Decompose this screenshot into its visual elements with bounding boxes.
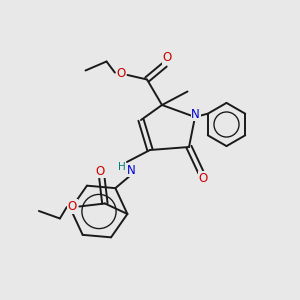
Text: O: O (163, 51, 172, 64)
Text: O: O (96, 165, 105, 178)
Text: H: H (118, 161, 125, 172)
Text: O: O (199, 172, 208, 185)
Text: O: O (68, 200, 77, 213)
Text: N: N (127, 164, 136, 177)
Text: N: N (191, 107, 200, 121)
Text: O: O (116, 67, 125, 80)
